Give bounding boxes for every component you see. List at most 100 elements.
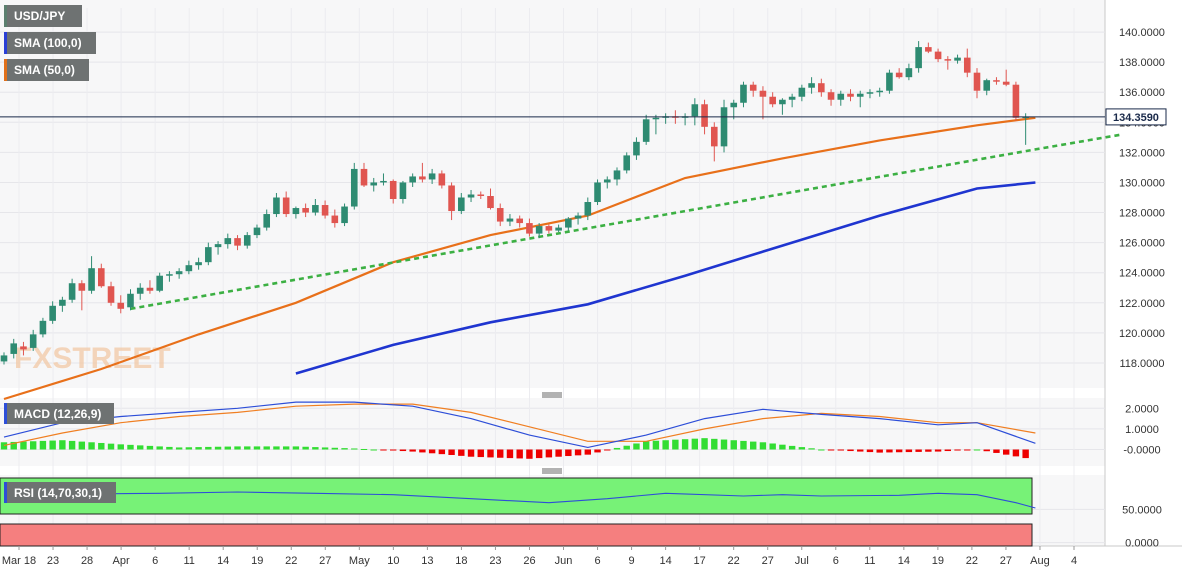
candle bbox=[710, 122, 718, 162]
candle bbox=[818, 78, 825, 97]
candle bbox=[594, 179, 601, 206]
macd-histogram-bar bbox=[175, 447, 183, 450]
macd-histogram-bar bbox=[973, 449, 981, 451]
candle-body bbox=[973, 72, 981, 91]
legend-usdjpy-label: USD/JPY bbox=[14, 9, 65, 23]
macd-histogram-bar bbox=[409, 449, 416, 452]
macd-histogram-bar bbox=[351, 448, 358, 450]
macd-histogram-bar bbox=[68, 440, 76, 450]
candle-body bbox=[759, 90, 767, 97]
x-tick-label: Mar 18 bbox=[2, 555, 36, 567]
candle bbox=[847, 89, 854, 102]
rsi-oversold-zone bbox=[0, 523, 1033, 547]
candle-body bbox=[477, 194, 485, 196]
support-trendline bbox=[130, 133, 1124, 311]
x-tick-label: 6 bbox=[594, 555, 600, 567]
macd-histogram-bar bbox=[876, 449, 883, 453]
macd-histogram-bar bbox=[642, 441, 650, 450]
candle bbox=[166, 271, 173, 282]
candle bbox=[905, 63, 913, 81]
candle-body bbox=[0, 355, 8, 362]
legend-usdjpy[interactable]: USD/JPY bbox=[4, 5, 82, 27]
candle bbox=[146, 280, 154, 294]
macd-histogram-bar bbox=[866, 449, 874, 453]
candle-body bbox=[710, 126, 718, 147]
macd-histogram-bar bbox=[419, 449, 426, 453]
candle bbox=[350, 162, 358, 210]
candle bbox=[107, 281, 115, 306]
candle bbox=[613, 167, 621, 186]
candle-body bbox=[633, 141, 640, 156]
macd-histogram-bar bbox=[750, 441, 757, 450]
macd-histogram-bar bbox=[964, 449, 971, 451]
candle bbox=[0, 352, 8, 365]
y-tick-label: 122.0000 bbox=[1119, 298, 1165, 310]
candle-body bbox=[146, 287, 154, 291]
candle bbox=[253, 224, 261, 239]
y-tick-label: 128.0000 bbox=[1119, 208, 1165, 220]
candle bbox=[409, 173, 416, 187]
candle-body bbox=[613, 170, 621, 180]
macd-histogram-bar bbox=[49, 440, 56, 450]
candle bbox=[10, 338, 18, 359]
candle-body bbox=[954, 57, 961, 61]
candle-body bbox=[788, 96, 796, 100]
candle-body bbox=[243, 235, 251, 246]
candle bbox=[983, 78, 991, 96]
y-tick-label: 136.0000 bbox=[1119, 87, 1165, 99]
candle bbox=[477, 191, 485, 200]
macd-histogram-bar bbox=[604, 449, 611, 451]
candle bbox=[808, 77, 815, 94]
y-axis-labels: 140.0000138.0000136.0000134.0000132.0000… bbox=[1119, 27, 1165, 550]
candle bbox=[574, 212, 582, 225]
x-tick-label: 23 bbox=[489, 555, 501, 567]
macd-histogram-bar bbox=[545, 449, 553, 458]
candle-body bbox=[740, 84, 747, 103]
rsi-line bbox=[3, 491, 1036, 509]
candle bbox=[954, 54, 961, 64]
legend-sma100[interactable]: SMA (100,0) bbox=[4, 32, 96, 54]
x-tick-label: 14 bbox=[217, 555, 229, 567]
candle bbox=[769, 92, 776, 108]
macd-histogram-bar bbox=[273, 446, 280, 450]
candles bbox=[0, 41, 1029, 365]
candle bbox=[136, 283, 144, 300]
legend-rsi[interactable]: RSI (14,70,30,1) bbox=[4, 482, 116, 503]
x-axis-labels: Mar 18 23 28 Apr 6 11 14 19 22 27 May 10 13 18 23 26 Jun… bbox=[2, 546, 1077, 567]
macd-histogram-bar bbox=[886, 449, 893, 453]
candle bbox=[506, 214, 514, 227]
candle bbox=[224, 233, 232, 249]
candle-body bbox=[107, 286, 115, 303]
candle-body bbox=[594, 182, 601, 203]
macd-line bbox=[3, 401, 1036, 449]
candle bbox=[243, 232, 251, 249]
macd-histogram-bar bbox=[302, 446, 309, 450]
candle-body bbox=[205, 247, 212, 263]
rsi-resize-handle[interactable] bbox=[542, 468, 562, 474]
candle bbox=[292, 206, 300, 219]
candle bbox=[341, 203, 348, 227]
macd-histogram-bar bbox=[497, 449, 504, 458]
x-tick-label: Jun bbox=[555, 555, 573, 567]
candle-body bbox=[808, 83, 815, 88]
macd-histogram-bar bbox=[993, 449, 1000, 453]
candle bbox=[516, 215, 523, 228]
candle bbox=[234, 235, 241, 251]
macd-histogram-bar bbox=[594, 449, 601, 453]
candle bbox=[691, 98, 699, 126]
candle-body bbox=[876, 90, 883, 93]
x-tick-label: 11 bbox=[183, 555, 194, 567]
legend-sma50[interactable]: SMA (50,0) bbox=[4, 59, 89, 81]
macd-histogram-bar bbox=[516, 449, 523, 459]
candle-body bbox=[827, 92, 835, 100]
legend-macd[interactable]: MACD (12,26,9) bbox=[4, 403, 114, 424]
candle-body bbox=[565, 218, 572, 228]
macd-histogram-bar bbox=[78, 441, 86, 450]
candle bbox=[565, 217, 572, 231]
candle bbox=[29, 329, 37, 351]
macd-histogram-bar bbox=[10, 441, 17, 450]
x-tick-label: 6 bbox=[833, 555, 839, 567]
macd-histogram-bar bbox=[555, 449, 562, 457]
macd-resize-handle[interactable] bbox=[542, 392, 562, 398]
x-tick-label: 19 bbox=[251, 555, 263, 567]
